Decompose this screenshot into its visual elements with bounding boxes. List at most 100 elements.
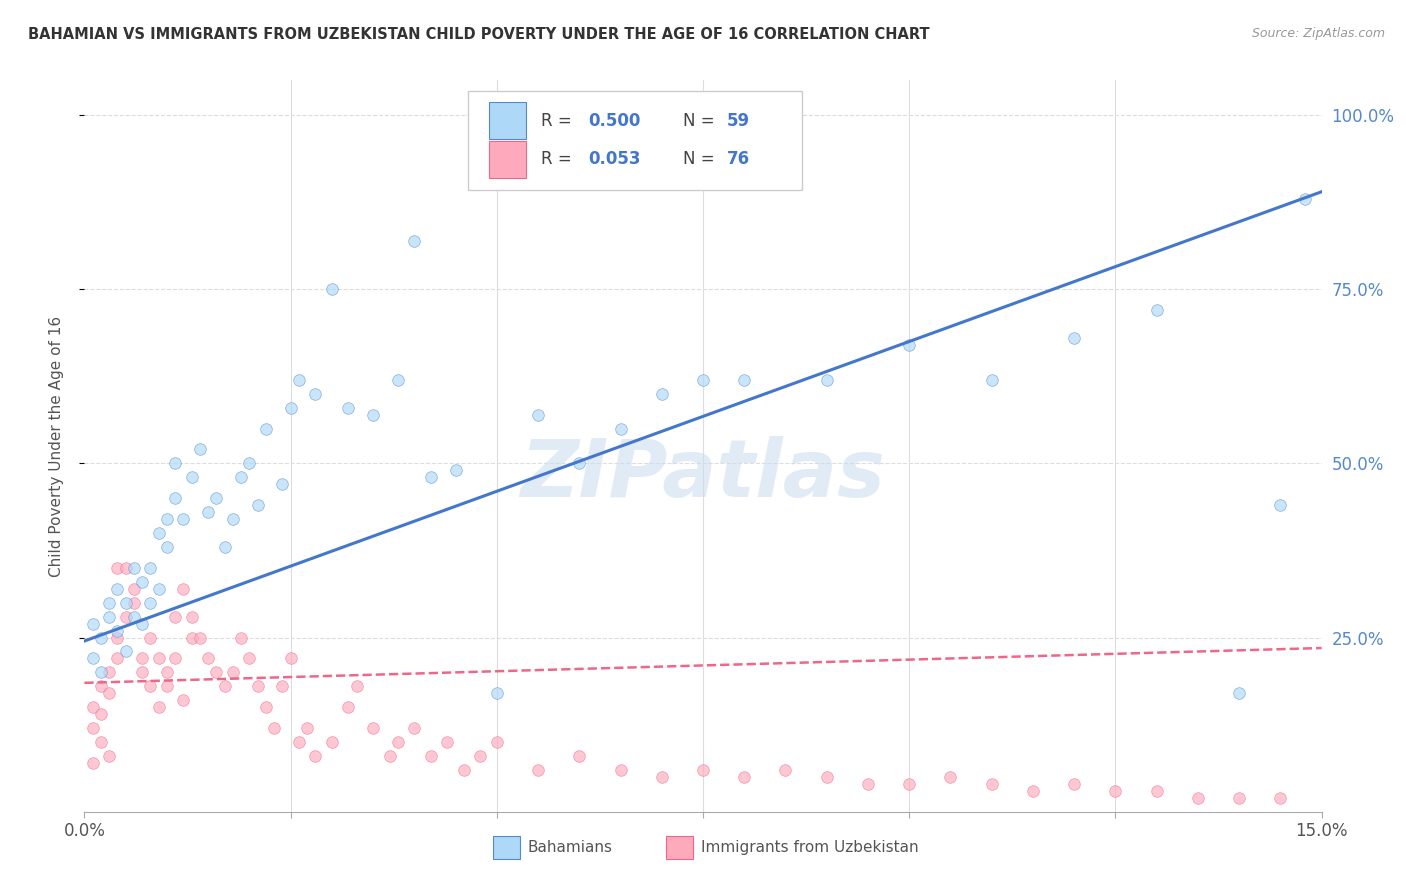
Point (114, 596, 136, 610)
Point (304, 749, 326, 764)
Point (775, 763, 797, 777)
Point (271, 679, 294, 693)
Point (453, 763, 475, 777)
Point (214, 679, 236, 693)
Point (105, 631, 128, 645)
Point (105, 651, 128, 665)
Point (1270, 790, 1292, 805)
Point (280, 651, 302, 665)
Point (361, 721, 384, 735)
Point (733, 770, 755, 784)
Point (165, 609, 187, 624)
Point (898, 777, 921, 791)
Text: N =: N = (683, 150, 720, 169)
Point (82, 616, 104, 631)
Point (419, 470, 441, 484)
Point (254, 700, 277, 714)
Point (114, 609, 136, 624)
Text: 59: 59 (727, 112, 749, 129)
Point (165, 651, 187, 665)
Point (139, 631, 162, 645)
Point (105, 624, 128, 638)
Point (98, 665, 121, 680)
Point (105, 561, 128, 575)
Point (156, 512, 179, 526)
Point (205, 491, 228, 506)
Text: BAHAMIAN VS IMMIGRANTS FROM UZBEKISTAN CHILD POVERTY UNDER THE AGE OF 16 CORRELA: BAHAMIAN VS IMMIGRANTS FROM UZBEKISTAN C… (28, 27, 929, 42)
Point (90, 679, 112, 693)
Point (122, 582, 145, 596)
Point (82, 651, 104, 665)
Bar (492, 836, 520, 859)
Point (304, 386, 326, 401)
Point (222, 512, 245, 526)
Point (263, 721, 285, 735)
Point (172, 693, 194, 707)
Point (527, 763, 550, 777)
Point (229, 631, 252, 645)
Point (815, 373, 838, 387)
Point (321, 282, 343, 296)
Point (238, 457, 260, 471)
Point (288, 373, 311, 387)
Point (1227, 686, 1250, 700)
Point (238, 651, 260, 665)
Point (898, 338, 921, 352)
Point (148, 526, 170, 541)
Point (856, 777, 879, 791)
Point (280, 401, 302, 415)
Point (404, 234, 426, 248)
Text: 0.500: 0.500 (588, 112, 640, 129)
Point (188, 442, 211, 457)
Point (131, 651, 153, 665)
Point (214, 540, 236, 554)
Point (444, 463, 467, 477)
Point (90, 735, 112, 749)
Point (1063, 777, 1085, 791)
Point (378, 749, 401, 764)
Point (139, 679, 162, 693)
Point (98, 596, 121, 610)
Point (361, 408, 384, 422)
Point (1104, 784, 1126, 798)
Point (222, 665, 245, 680)
Point (197, 505, 219, 519)
Point (188, 631, 211, 645)
Point (122, 609, 145, 624)
Point (246, 498, 269, 512)
Point (733, 373, 755, 387)
Point (122, 561, 145, 575)
Point (387, 373, 409, 387)
Point (131, 574, 153, 589)
Text: Bahamians: Bahamians (527, 840, 612, 855)
Point (246, 679, 269, 693)
Text: R =: R = (541, 112, 576, 129)
Point (229, 470, 252, 484)
Point (114, 644, 136, 658)
Bar (666, 836, 693, 859)
Point (980, 373, 1002, 387)
Point (295, 721, 318, 735)
Point (172, 582, 194, 596)
Point (172, 512, 194, 526)
Point (271, 477, 294, 491)
Point (131, 616, 153, 631)
Point (485, 686, 508, 700)
Point (90, 707, 112, 722)
Point (651, 386, 673, 401)
Text: Source: ZipAtlas.com: Source: ZipAtlas.com (1251, 27, 1385, 40)
Point (387, 735, 409, 749)
Point (180, 631, 202, 645)
Point (131, 665, 153, 680)
Point (609, 763, 631, 777)
Point (419, 749, 441, 764)
Point (148, 700, 170, 714)
Text: ZIPatlas: ZIPatlas (520, 436, 886, 515)
Point (346, 679, 368, 693)
Point (165, 491, 187, 506)
Point (98, 609, 121, 624)
Point (139, 561, 162, 575)
Point (321, 735, 343, 749)
Point (568, 457, 591, 471)
Point (527, 408, 550, 422)
